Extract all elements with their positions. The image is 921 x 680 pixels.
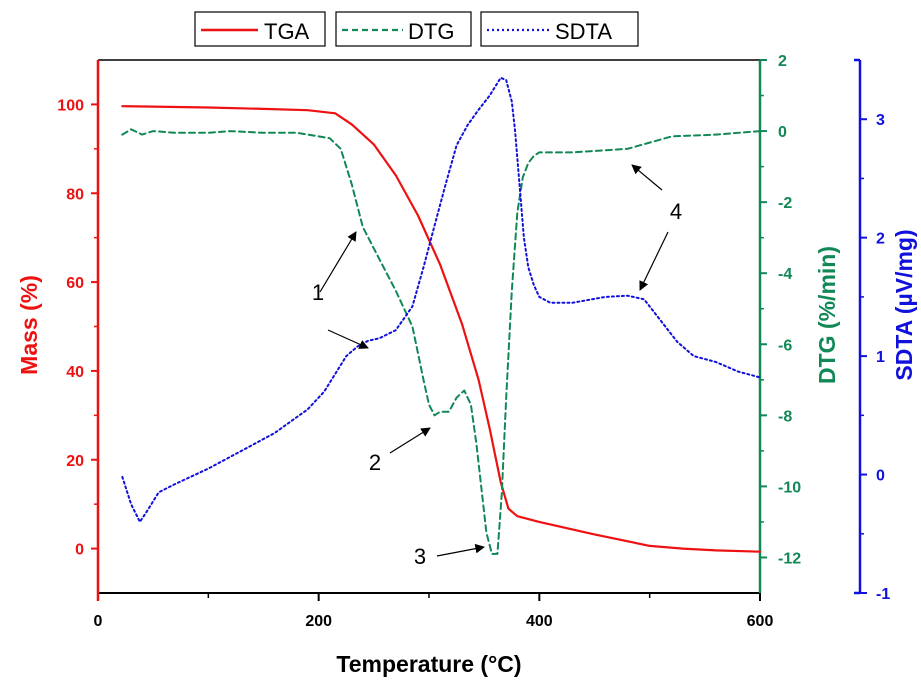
mass-tick-label: 40	[66, 364, 84, 381]
dtg-tick-label: -12	[778, 550, 801, 567]
dtg-tick-label: 0	[778, 124, 787, 141]
series-line-tga	[121, 105, 762, 553]
x-tick-label: 200	[305, 613, 332, 630]
series-line-dtg	[121, 128, 761, 555]
dtg-tick-label: -10	[778, 479, 801, 496]
mass-axis-title: Mass (%)	[16, 275, 42, 375]
dtg-tick-label: -6	[778, 337, 792, 354]
annotation-2-label: 2	[369, 450, 381, 475]
dtg-axis-title: DTG (%/min)	[814, 246, 840, 384]
x-tick-label: 0	[94, 613, 103, 630]
mass-tick-label: 20	[66, 453, 84, 470]
x-tick-label: 400	[526, 613, 553, 630]
sdta-tick-label: 0	[876, 468, 885, 485]
annotation-4-label: 4	[670, 199, 682, 224]
mass-tick-label: 0	[75, 542, 84, 559]
sdta-tick-label: 1	[876, 349, 885, 366]
annotation-1-arrow-dtg	[319, 231, 357, 293]
legend-label-tga: TGA	[264, 19, 310, 44]
dtg-tick-label: -2	[778, 195, 792, 212]
series-group	[121, 76, 762, 555]
dtg-tick-label: 2	[778, 53, 787, 70]
x-axis: 0 200 400 600	[94, 592, 774, 630]
sdta-tick-label: 2	[876, 231, 885, 248]
annotation-4-arrow-sdta	[639, 231, 669, 291]
sdta-axis-title: SDTA (µV/mg)	[891, 229, 917, 380]
mass-tick-label: 60	[66, 275, 84, 292]
dtg-tick-label: -4	[778, 266, 792, 283]
sdta-tick-label: -1	[876, 586, 890, 603]
mass-axis: 0 20 40 60 80 100	[57, 60, 100, 601]
sdta-tick-label: 3	[876, 112, 885, 129]
x-axis-title: Temperature (°C)	[336, 651, 521, 677]
dtg-axis: -12 -10 -8 -6 -4 -2 0 2	[758, 53, 801, 593]
x-tick-label: 600	[747, 613, 774, 630]
annotation-1-arrow-sdta	[327, 329, 369, 349]
legend-item-sdta: SDTA	[480, 11, 639, 47]
annotation-1-label: 1	[312, 280, 324, 305]
legend-item-dtg: DTG	[335, 11, 472, 47]
legend-item-tga: TGA	[194, 11, 326, 47]
annotations: 1 2 3 4	[312, 164, 682, 569]
legend-label-dtg: DTG	[408, 19, 454, 44]
legend: TGA DTG SDTA	[194, 11, 639, 47]
mass-tick-label: 100	[57, 97, 84, 114]
sdta-axis: -1 0 1 2 3	[854, 58, 890, 603]
dtg-tick-label: -8	[778, 408, 792, 425]
annotation-2-arrow	[389, 427, 431, 454]
legend-label-sdta: SDTA	[555, 19, 612, 44]
annotation-3-arrow	[436, 543, 485, 557]
mass-tick-label: 80	[66, 186, 84, 203]
annotation-4-arrow-dtg	[631, 164, 663, 191]
series-line-sdta	[121, 76, 761, 523]
annotation-3-label: 3	[414, 544, 426, 569]
